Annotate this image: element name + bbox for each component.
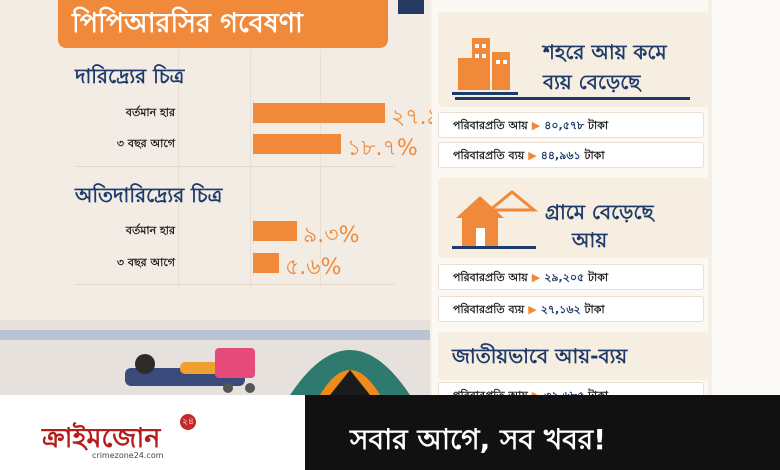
triangle-icon: ▶ (531, 271, 541, 284)
bar (253, 134, 341, 154)
bar (253, 253, 279, 273)
bar (253, 221, 297, 241)
site-logo[interactable]: ক্রাইমজোন (42, 423, 161, 454)
illustration-rail (0, 330, 430, 340)
village-title-line1: গ্রামে বেড়েছে (545, 200, 654, 224)
poverty-row-previous: ৩ বছর আগে ১৮.৭% (75, 131, 418, 161)
national-card (438, 332, 708, 380)
bar-label: বর্তমান হার (125, 224, 175, 237)
national-title: জাতীয়ভাবে আয়-ব্যয় (452, 344, 628, 368)
village-title-line2: আয় (572, 228, 608, 252)
section-divider (75, 166, 395, 167)
stat-amount: ৪৪,৯৬১ (540, 149, 581, 162)
tent-illustration (290, 350, 410, 395)
village-house-icon (452, 190, 538, 249)
stat-label: পরিবারপ্রতি ব্যয় (453, 303, 525, 316)
stat-unit: টাকা (588, 271, 609, 284)
stat-amount: ২৯,২০৫ (544, 271, 585, 284)
stat-unit: টাকা (588, 119, 609, 132)
grid-line (178, 50, 179, 290)
card-underline (455, 97, 690, 100)
stat-amount: ২৭,১৬২ (540, 303, 581, 316)
triangle-icon: ▶ (528, 303, 537, 316)
extreme-row-current: বর্তমান হার ৯.৩% (75, 218, 395, 248)
grid-line (250, 50, 251, 290)
stat-unit: টাকা (584, 303, 605, 316)
stat-label: পরিবারপ্রতি ব্যয় (453, 149, 525, 162)
bar (253, 103, 385, 123)
triangle-icon: ▶ (531, 119, 541, 132)
stat-label: পরিবারপ্রতি আয় (453, 119, 528, 132)
sleeping-person-illustration (125, 348, 255, 393)
city-title-line2: ব্যয় বেড়েছে (543, 70, 641, 94)
bar-value: ১৮.৭% (347, 136, 418, 161)
logo-badge: ২৪ (180, 414, 196, 430)
stat-label: পরিবারপ্রতি আয় (453, 271, 528, 284)
logo-site-url: crimezone24.com (92, 451, 164, 460)
city-expense-row: পরিবারপ্রতি ব্যয় ▶ ৪৪,৯৬১ টাকা (438, 142, 704, 168)
poverty-row-current: বর্তমান হার ২৭.৯% (75, 100, 462, 130)
tagline-bar (305, 395, 780, 470)
tagline: সবার আগে, সব খবর! (350, 423, 606, 456)
bar-label: ৩ বছর আগে (116, 137, 175, 150)
bar-value: ৫.৬% (285, 255, 342, 280)
brand-bar (0, 395, 305, 470)
city-buildings-icon (452, 38, 518, 95)
section-divider (75, 284, 395, 285)
city-income-row: পরিবারপ্রতি আয় ▶ ৪০,৫৭৮ টাকা (438, 112, 704, 138)
village-income-row: পরিবারপ্রতি আয় ▶ ২৯,২০৫ টাকা (438, 264, 704, 290)
city-title-line1: শহরে আয় কমে (543, 40, 667, 64)
grid-line (320, 50, 321, 290)
page-title: পিপিআরসির গবেষণা (58, 0, 388, 48)
bar-value: ৯.৩% (303, 223, 360, 248)
banner-tab (398, 0, 424, 14)
village-expense-row: পরিবারপ্রতি ব্যয় ▶ ২৭,১৬২ টাকা (438, 296, 704, 322)
bar-label: বর্তমান হার (125, 106, 175, 119)
stat-unit: টাকা (584, 149, 605, 162)
triangle-icon: ▶ (528, 149, 537, 162)
right-margin (712, 0, 780, 395)
extreme-poverty-title: অতিদারিদ্র্যের চিত্র (75, 183, 223, 207)
poverty-title: দারিদ্র্যের চিত্র (75, 64, 185, 88)
stat-amount: ৪০,৫৭৮ (544, 119, 585, 132)
extreme-row-previous: ৩ বছর আগে ৫.৬% (75, 250, 395, 280)
bar-label: ৩ বছর আগে (116, 256, 175, 269)
